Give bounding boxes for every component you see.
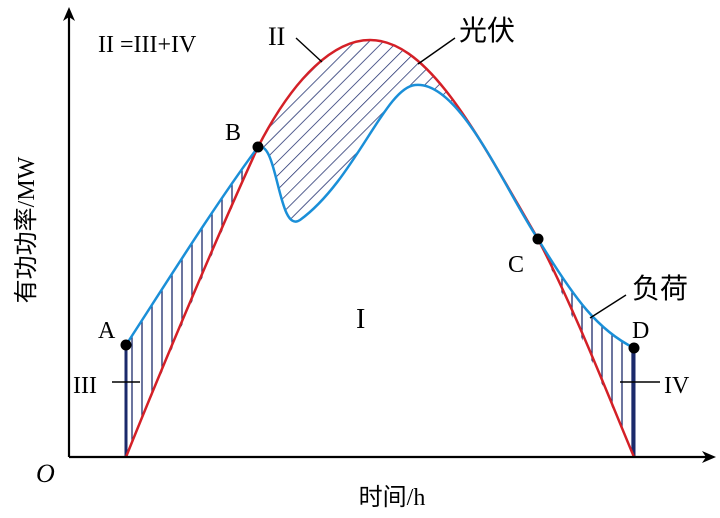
region-ii-hatch (258, 40, 538, 239)
point-c (532, 233, 544, 245)
region-iii-hatch (126, 147, 258, 457)
region-ii-label: II (268, 22, 285, 51)
pv-curve (124, 38, 636, 458)
origin-label: O (36, 459, 55, 488)
pv-curve-label: 光伏 (459, 15, 515, 47)
load-curve-label: 负荷 (632, 273, 688, 305)
point-a-label: A (98, 318, 116, 344)
x-axis-label: 时间/h (359, 484, 426, 511)
y-axis-label: 有功功率/MW (13, 156, 40, 303)
point-d-label: D (632, 318, 649, 344)
region-iii-label: III (73, 373, 97, 399)
point-b (252, 141, 264, 153)
load-leader (589, 294, 627, 319)
equation-label: II =III+IV (98, 32, 197, 58)
region-ii-leader (295, 37, 323, 63)
point-a (120, 339, 132, 351)
point-d (628, 342, 640, 354)
point-c-label: C (508, 252, 524, 278)
region-iv-label: IV (664, 373, 690, 399)
point-b-label: B (225, 120, 241, 146)
region-iv-hatch (538, 239, 634, 457)
pv-leader (417, 37, 456, 65)
load-curve (124, 83, 635, 350)
region-i-label: I (356, 304, 365, 335)
